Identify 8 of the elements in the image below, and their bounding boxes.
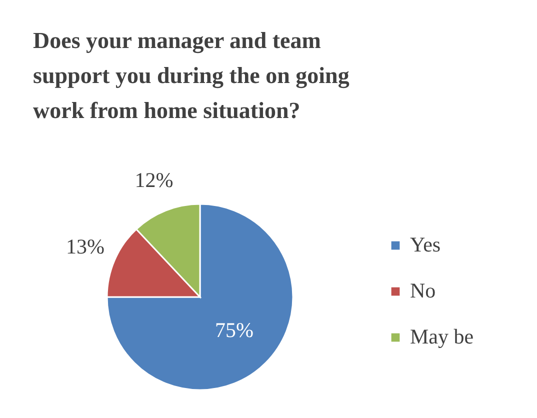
- data-label: 12%: [134, 168, 174, 192]
- data-label: 75%: [214, 318, 254, 342]
- legend-label: Yes: [410, 232, 441, 256]
- chart-title: Does your manager and team support you during the on going work from home situation?: [33, 28, 350, 123]
- legend-label: May be: [410, 324, 474, 348]
- pie-slice: [106, 203, 294, 391]
- legend-label: No: [410, 278, 436, 302]
- data-label: 13%: [66, 234, 105, 258]
